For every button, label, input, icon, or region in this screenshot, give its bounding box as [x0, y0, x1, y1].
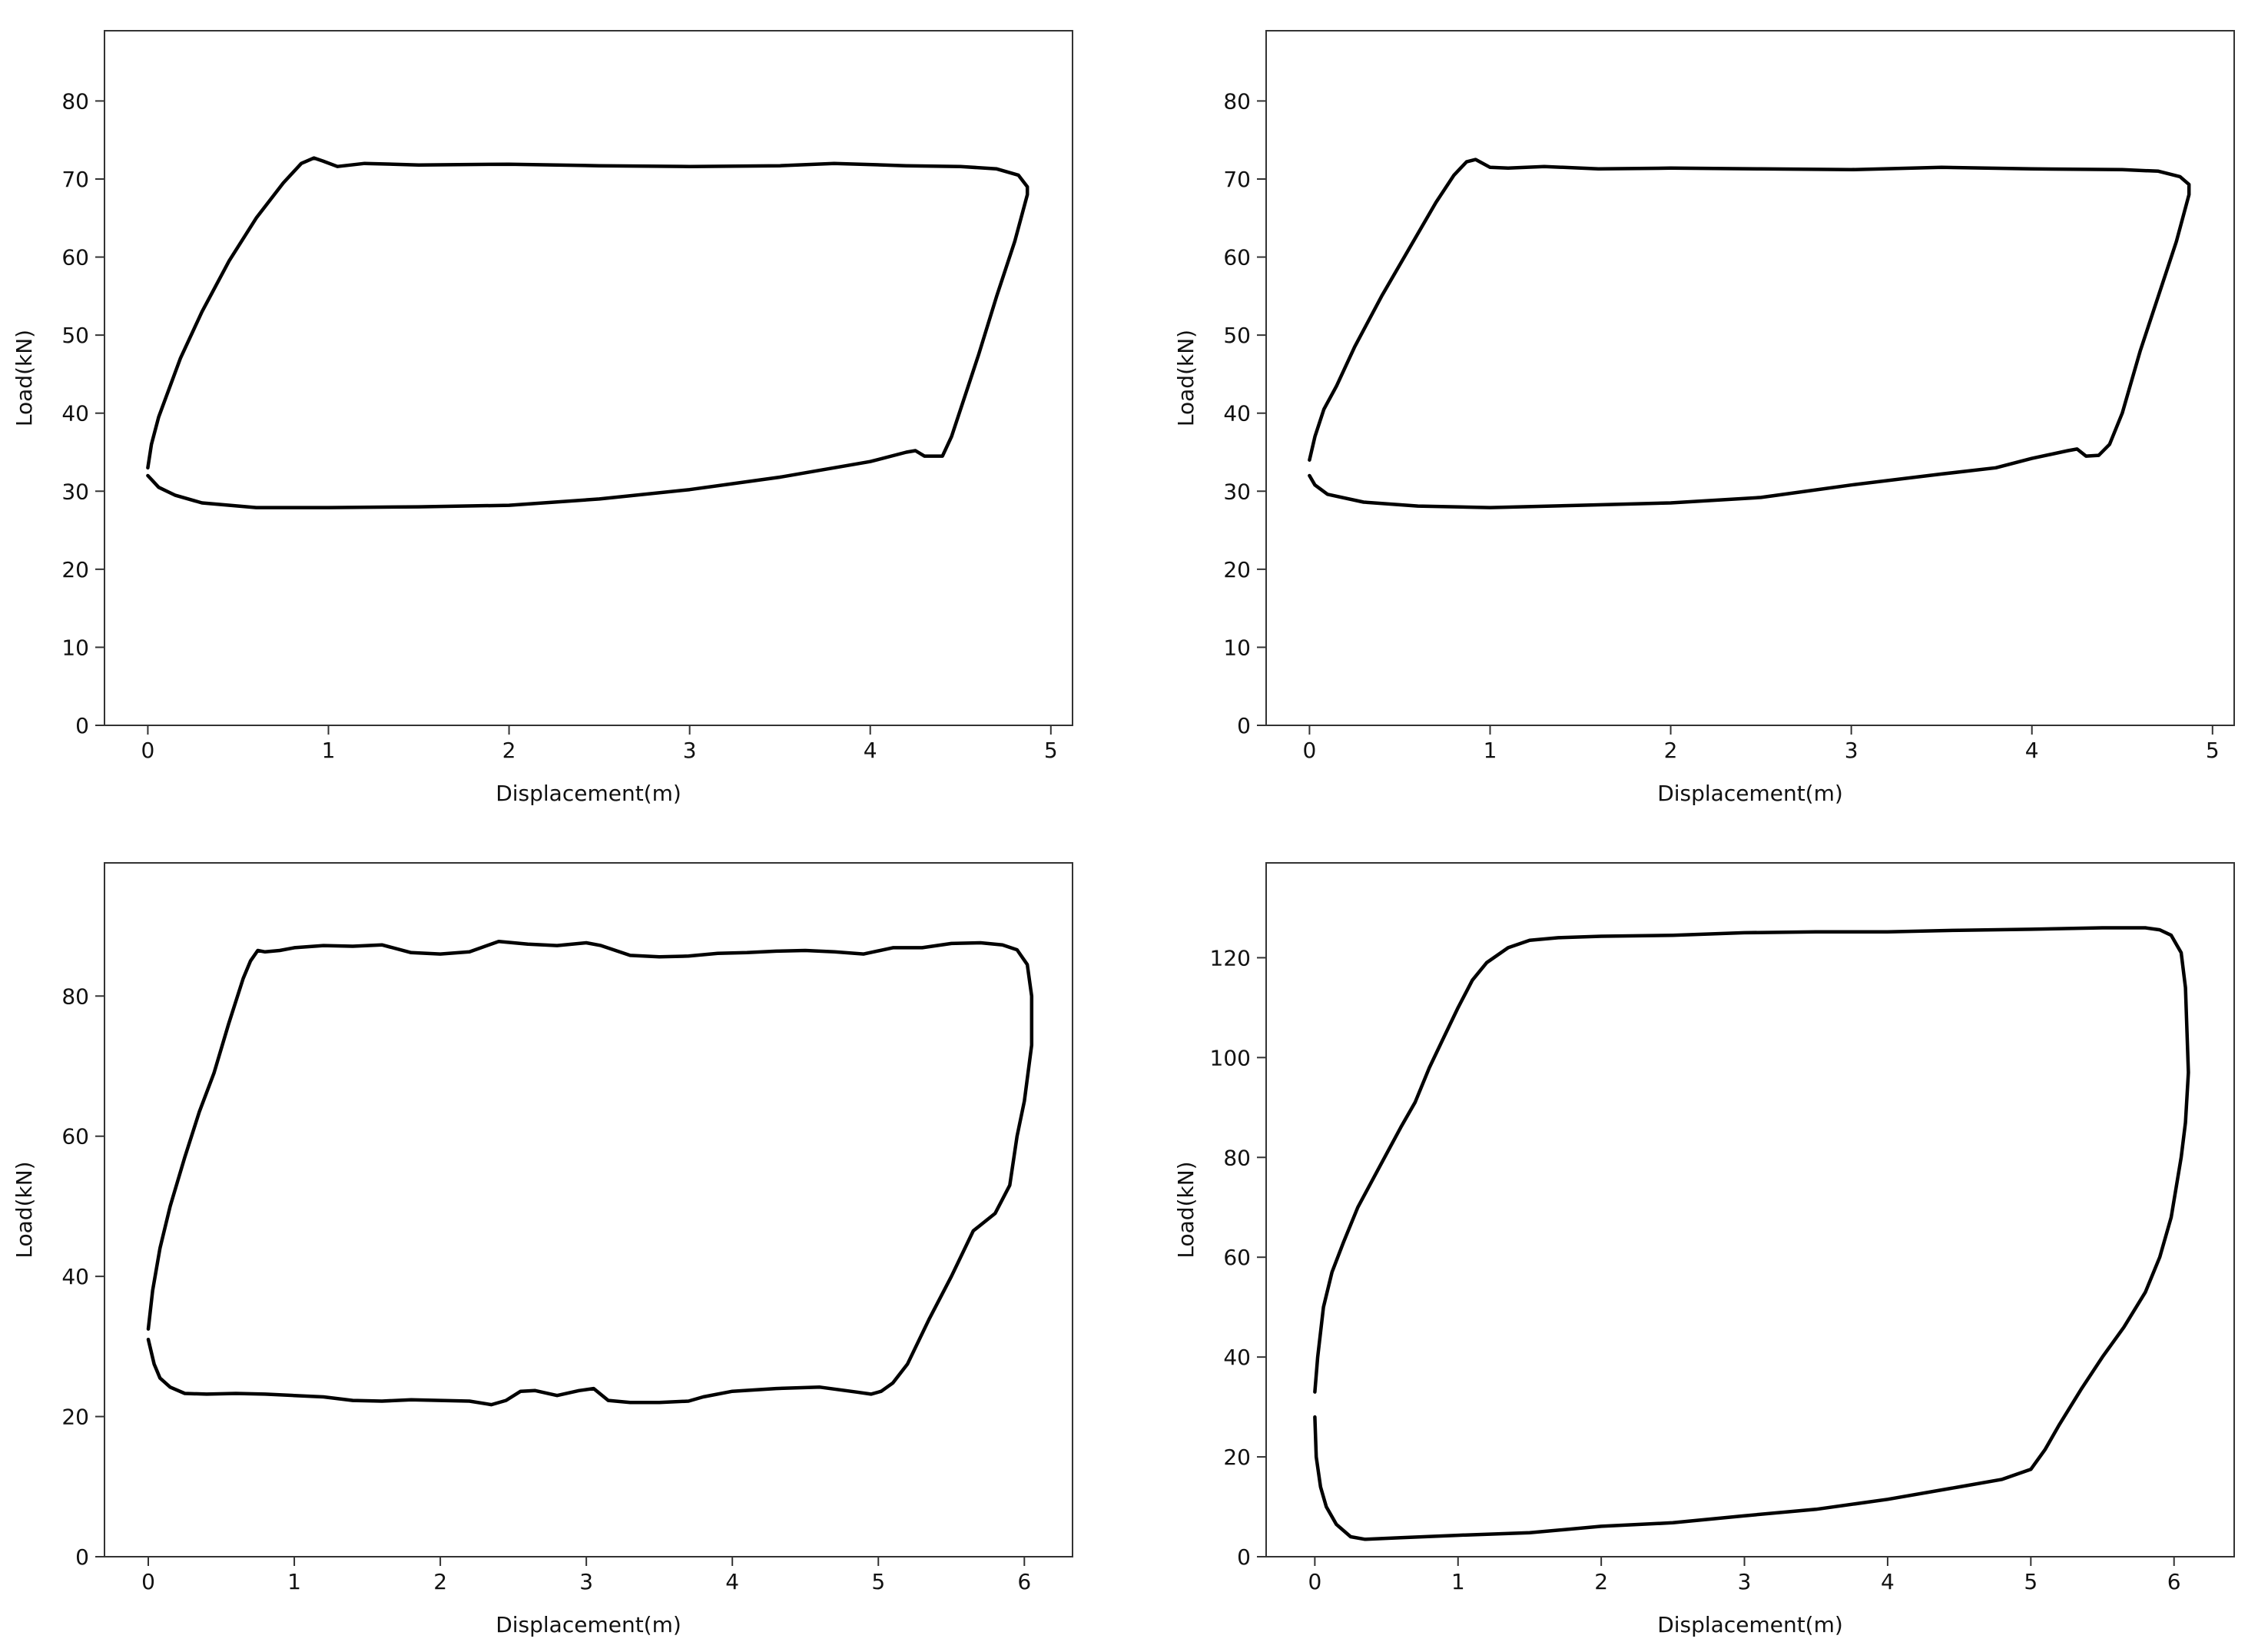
x-tick-label: 2 [1594, 1569, 1608, 1594]
y-tick-label: 80 [1223, 1145, 1251, 1170]
y-tick-label: 60 [61, 1124, 89, 1149]
x-axis-label: Displacement(m) [1657, 781, 1843, 806]
x-tick-label: 6 [1017, 1569, 1031, 1594]
plot-area-frame [104, 30, 1073, 726]
y-axis-label: Load(kN) [12, 1161, 37, 1258]
y-tick-label: 0 [75, 1544, 89, 1570]
x-tick-label: 1 [322, 738, 336, 763]
x-axis-label: Displacement(m) [496, 1612, 681, 1637]
x-tick-label: 6 [2167, 1569, 2181, 1594]
x-tick-label: 4 [864, 738, 877, 763]
plot-area-frame [1265, 862, 2235, 1557]
y-tick-label: 70 [61, 167, 89, 192]
x-tick-label: 3 [683, 738, 697, 763]
x-tick-label: 0 [141, 738, 155, 763]
x-tick-label: 3 [1738, 1569, 1752, 1594]
y-tick-label: 80 [61, 984, 89, 1009]
y-axis-label: Load(kN) [1173, 330, 1199, 426]
x-tick-label: 3 [1845, 738, 1858, 763]
x-tick-label: 2 [433, 1569, 447, 1594]
x-tick-label: 1 [287, 1569, 301, 1594]
load-displacement-curve [1308, 158, 2191, 509]
y-tick-label: 10 [1223, 635, 1251, 660]
x-tick-label: 1 [1484, 738, 1497, 763]
y-tick-label: 80 [1223, 88, 1251, 114]
load-displacement-curve [1313, 926, 2190, 1541]
y-tick-label: 10 [61, 635, 89, 660]
x-tick-label: 3 [579, 1569, 593, 1594]
y-tick-label: 60 [1223, 245, 1251, 270]
x-tick-label: 5 [2024, 1569, 2038, 1594]
x-tick-label: 4 [2025, 738, 2039, 763]
load-displacement-curve [146, 939, 1034, 1407]
y-tick-label: 20 [61, 557, 89, 582]
y-tick-label: 70 [1223, 167, 1251, 192]
y-tick-label: 50 [1223, 323, 1251, 348]
x-tick-label: 1 [1451, 1569, 1465, 1594]
y-tick-label: 20 [1223, 557, 1251, 582]
y-tick-label: 50 [61, 323, 89, 348]
x-axis-label: Displacement(m) [496, 781, 681, 806]
x-tick-label: 0 [141, 1569, 155, 1594]
x-tick-label: 2 [1664, 738, 1678, 763]
x-axis-label: Displacement(m) [1657, 1612, 1843, 1637]
y-tick-label: 40 [61, 1264, 89, 1289]
plot-area-frame [104, 862, 1073, 1557]
y-tick-label: 40 [1223, 1345, 1251, 1370]
y-tick-label: 80 [61, 88, 89, 114]
plot-area-frame [1265, 30, 2235, 726]
x-tick-label: 0 [1303, 738, 1317, 763]
x-tick-label: 5 [871, 1569, 885, 1594]
y-tick-label: 0 [1237, 713, 1251, 738]
y-tick-label: 0 [75, 713, 89, 738]
y-tick-label: 20 [61, 1405, 89, 1430]
y-tick-label: 100 [1210, 1045, 1251, 1070]
y-tick-label: 30 [1223, 479, 1251, 504]
x-tick-label: 4 [1881, 1569, 1895, 1594]
x-tick-label: 4 [725, 1569, 739, 1594]
y-tick-label: 40 [61, 401, 89, 426]
x-tick-label: 0 [1308, 1569, 1321, 1594]
x-tick-label: 5 [2206, 738, 2220, 763]
y-tick-label: 120 [1210, 945, 1251, 970]
y-tick-label: 60 [61, 245, 89, 270]
y-axis-label: Load(kN) [12, 330, 37, 426]
x-tick-label: 2 [502, 738, 516, 763]
load-displacement-curve [146, 156, 1030, 509]
y-tick-label: 40 [1223, 401, 1251, 426]
y-tick-label: 0 [1237, 1544, 1251, 1570]
y-tick-label: 20 [1223, 1445, 1251, 1470]
x-tick-label: 5 [1044, 738, 1058, 763]
y-tick-label: 60 [1223, 1245, 1251, 1270]
y-tick-label: 30 [61, 479, 89, 504]
y-axis-label: Load(kN) [1173, 1161, 1199, 1258]
